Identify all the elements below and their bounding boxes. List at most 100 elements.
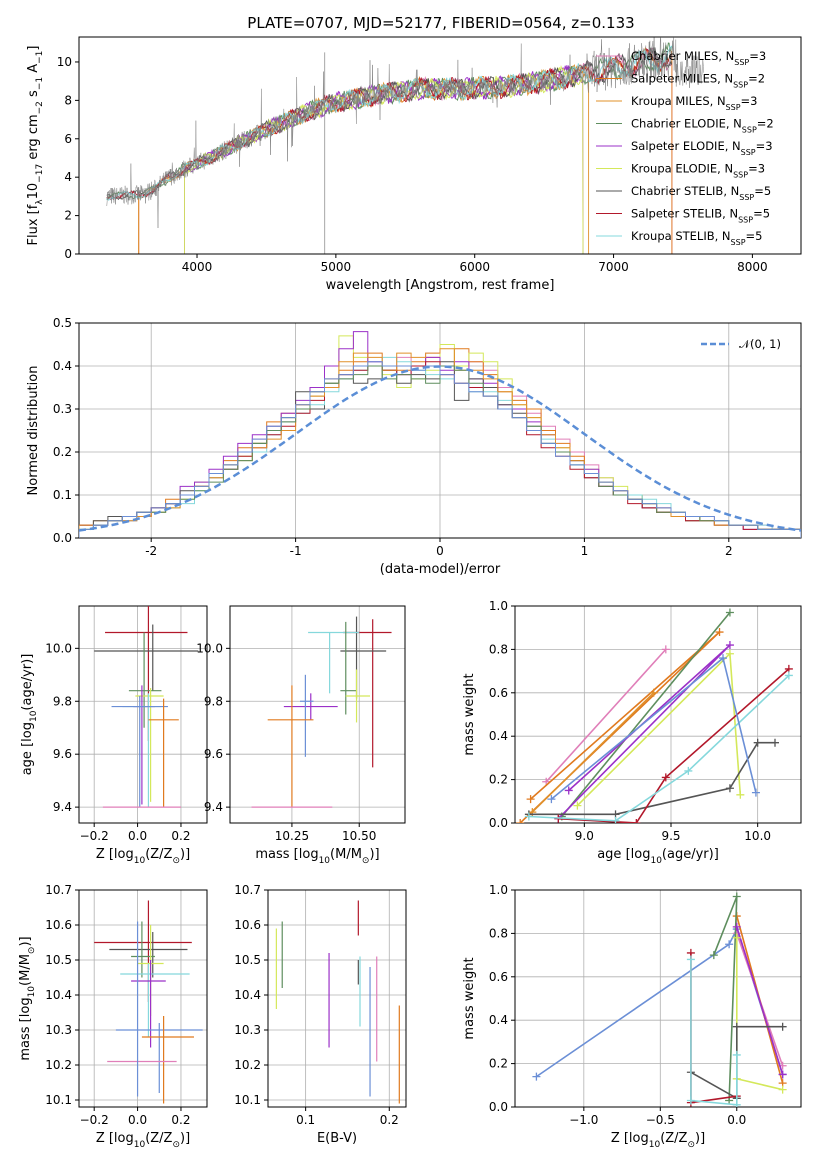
x-tick-label: 0.0 (128, 1113, 147, 1127)
y-tick-label: 0.0 (489, 816, 508, 830)
y-axis-label-part: −1 (35, 51, 45, 64)
y-tick-label: 0.8 (489, 642, 508, 656)
weight-vs-Z-panel: −1.0 −0.5 0.0 0.0 0.2 0.4 0.6 0.8 1.0 Z [log10(Z/… (462, 883, 802, 1150)
weight-marker (649, 688, 658, 697)
y-axis-label-part: −2 (35, 101, 45, 114)
x-axis-label-part: (Z/Z (145, 1131, 172, 1146)
legend-tail: =3 (756, 139, 773, 153)
y-axis-label-part: A (26, 64, 41, 77)
spectrum-panel: 4000 5000 6000 7000 8000 0 2 4 6 8 10 wavelength [A… (26, 36, 802, 293)
x-axis-label: E(B-V) (317, 1131, 357, 1146)
errorbars (94, 606, 199, 808)
x-axis-label: wavelength [Angstrom, rest frame] (326, 278, 555, 293)
weight-lines (516, 608, 793, 823)
y-tick-label: 10 (57, 55, 72, 69)
x-axis-label-part: Z [log (611, 1131, 649, 1146)
weight-line-kroupa-stelib (528, 674, 790, 822)
x-tick-label: 1 (581, 544, 589, 558)
weight-marker (725, 940, 734, 949)
observed-spectrum (106, 37, 704, 229)
x-tick-label: −0.2 (80, 829, 109, 843)
x-axis-label: age [log10(age/yr)] (597, 847, 719, 866)
x-tick-label: 9.5 (661, 829, 680, 843)
age-vs-mass-panel: 10.25 10.50 9.4 9.6 9.8 10.0 mass [log10(M/M⊙)… (196, 605, 406, 866)
legend-tail: =5 (753, 207, 770, 221)
y-axis-label-part: erg cm (26, 114, 41, 163)
weight-marker (778, 1070, 787, 1079)
legend-tail: =3 (741, 94, 758, 108)
y-tick-label: 0.5 (53, 316, 72, 330)
y-tick-label: 9.8 (53, 694, 72, 708)
y-tick-label: 10.1 (45, 1093, 72, 1107)
legend-sub: SSP (741, 148, 756, 157)
x-tick-label: 8000 (737, 260, 768, 274)
x-axis-label-part: )] (180, 847, 190, 862)
y-tick-label: 10.5 (234, 953, 261, 967)
y-tick-label: 1.0 (489, 883, 508, 897)
x-axis-label-part: mass [log (255, 847, 318, 862)
normal-curve (79, 365, 801, 532)
y-tick-label: 0.1 (53, 488, 72, 502)
x-axis-label-part: (Z/Z (660, 1131, 687, 1146)
weight-marker (564, 786, 573, 795)
plot-frame (78, 36, 802, 255)
y-tick-label: 0.2 (489, 773, 508, 787)
x-axis-label-part: 10 (650, 856, 662, 866)
y-axis-label-part: s (26, 90, 41, 101)
x-axis-label: Z [log10(Z/Z⊙)] (96, 1131, 190, 1150)
age-vs-Z-panel: −0.2 0.0 0.29.49.69.810.0Z [log10(Z/Z⊙)]ag… (20, 605, 208, 866)
weight-marker (632, 819, 641, 823)
legend-entry: Chabrier STELIB, NSSP=5 (631, 184, 771, 202)
x-tick-label: 9.0 (575, 829, 594, 843)
errorbars (251, 616, 392, 808)
weight-marker (732, 922, 741, 931)
weight-line-kroupa-stelib (690, 959, 738, 1106)
weight-vs-age-panel: 9.0 9.5 10.0 0.0 0.2 0.4 0.6 0.8 1.0 age [log10(a… (462, 599, 802, 866)
legend-entry: Kroupa STELIB, NSSP=5 (631, 229, 762, 247)
weight-marker (684, 766, 693, 775)
weight-marker (725, 649, 734, 658)
weight-marker (686, 955, 695, 964)
weight-marker (732, 1100, 741, 1107)
x-axis-label-part: 10 (319, 856, 331, 866)
y-tick-label: 0.8 (489, 926, 508, 940)
x-tick-label: −1.0 (569, 1113, 598, 1127)
y-tick-label: 0.4 (53, 359, 72, 373)
weight-marker (524, 812, 533, 821)
y-tick-label: 10.0 (196, 641, 223, 655)
x-axis-label-part: Z [log (96, 1131, 134, 1146)
x-axis-label: mass [log10(M/M⊙)] (255, 847, 379, 866)
y-axis-label: mass weight (462, 673, 477, 755)
weight-marker (725, 784, 734, 793)
x-axis-label: (data-model)/error (380, 562, 501, 577)
weight-marker (778, 1085, 787, 1094)
legend-text: Chabrier MILES, N (631, 49, 734, 63)
x-tick-label: -2 (145, 544, 157, 558)
x-axis-label-part: age [log (597, 847, 650, 862)
y-tick-label: 0.6 (489, 970, 508, 984)
weight-marker (736, 790, 745, 799)
weight-marker (732, 1022, 741, 1031)
y-tick-label: 10.7 (45, 883, 72, 897)
figure-title: PLATE=0707, MJD=52177, FIBERID=0564, z=0… (247, 14, 634, 32)
y-axis-label-part: mass [log (18, 997, 33, 1060)
histogram-group (79, 331, 801, 538)
y-tick-label: 0.6 (489, 686, 508, 700)
legend-sub: SSP (731, 238, 746, 247)
legend-entry: Chabrier MILES, NSSP=3 (631, 49, 766, 67)
y-tick-label: 0.0 (53, 531, 72, 545)
y-axis-label-part: ⊙ (27, 947, 37, 955)
y-tick-label: 10.6 (45, 918, 72, 932)
plot-frame (78, 889, 208, 1108)
y-tick-label: 9.4 (204, 800, 223, 814)
legend-text: Salpeter STELIB, N (631, 207, 738, 221)
weight-line-salpeter-stelib (558, 668, 790, 823)
x-axis-label-part: Z [log (96, 847, 134, 862)
weight-line-chabrier-miles (545, 648, 667, 783)
weight-marker (573, 801, 582, 810)
y-tick-label: 0.4 (489, 729, 508, 743)
y-axis-label-part: ] (26, 46, 41, 51)
residuals-panel: -2 -1 0 1 2 0.0 0.1 0.2 0.3 0.4 0.5 (data-model)/er… (26, 316, 802, 577)
legend-tail: =3 (749, 49, 766, 63)
